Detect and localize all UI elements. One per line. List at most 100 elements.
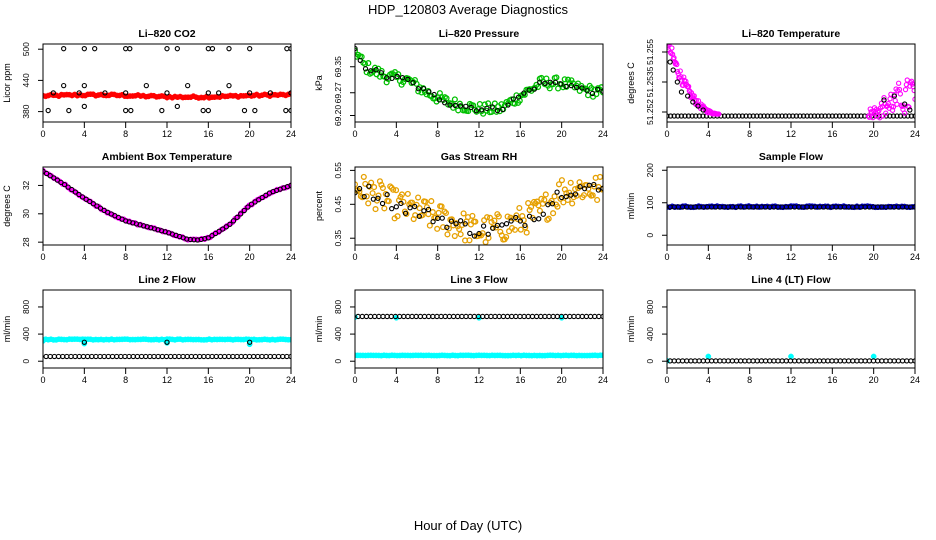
- data-point: [420, 86, 427, 92]
- data-point: [738, 358, 744, 364]
- data-point: [779, 113, 785, 119]
- data-point: [209, 46, 216, 52]
- data-point: [895, 80, 902, 86]
- data-point: [513, 214, 519, 221]
- x-tick-label: 0: [352, 375, 357, 385]
- data-point: [705, 353, 712, 360]
- data-point: [596, 313, 602, 320]
- data-point: [667, 59, 673, 65]
- data-point: [393, 187, 400, 194]
- data-point: [61, 46, 67, 52]
- data-point: [584, 92, 592, 99]
- data-point: [468, 104, 474, 111]
- data-point: [205, 90, 211, 96]
- data-point: [870, 358, 877, 364]
- data-point: [457, 231, 464, 238]
- data-point: [55, 353, 62, 360]
- data-point: [554, 203, 561, 210]
- data-point: [517, 218, 523, 224]
- data-point: [503, 234, 510, 241]
- data-point: [54, 177, 61, 183]
- series-average: [355, 45, 603, 114]
- data-point: [695, 103, 701, 109]
- x-tick-label: 20: [245, 129, 255, 139]
- data-point: [597, 173, 603, 180]
- data-point: [126, 353, 132, 360]
- y-tick-label: 51.2535: [645, 66, 655, 97]
- plot-marks: [43, 167, 291, 243]
- data-point: [413, 313, 419, 320]
- data-point: [201, 353, 207, 360]
- data-point: [389, 206, 395, 212]
- panel-1: Li–820 CO2 Licor ppm 0 4 8 12 16 20 24 380 440 500: [2, 28, 296, 139]
- data-point: [447, 102, 453, 108]
- data-point: [81, 103, 87, 110]
- data-point: [409, 313, 415, 320]
- data-point: [426, 313, 432, 320]
- data-point: [811, 113, 818, 119]
- y-axis-label: percent: [314, 190, 324, 221]
- data-point: [754, 113, 760, 119]
- data-point: [725, 113, 731, 119]
- y-axis-label: ml/min: [2, 316, 12, 343]
- data-point: [908, 78, 915, 84]
- data-point: [545, 215, 552, 222]
- data-point: [684, 358, 690, 364]
- series-mid: [50, 82, 291, 96]
- data-point: [837, 358, 843, 364]
- panel-title: Li–820 Pressure: [439, 28, 520, 40]
- data-point: [164, 90, 170, 96]
- data-point: [804, 358, 810, 364]
- x-tick-label: 4: [706, 375, 711, 385]
- series-average: [43, 168, 291, 243]
- data-point: [669, 45, 675, 51]
- data-point: [563, 190, 570, 197]
- data-point: [854, 358, 860, 364]
- x-tick-label: 20: [557, 129, 567, 139]
- panel-title: Ambient Box Temperature: [102, 151, 233, 163]
- data-point: [558, 81, 564, 87]
- data-point: [858, 113, 864, 119]
- data-point: [550, 313, 556, 320]
- data-point: [45, 107, 51, 114]
- data-point: [821, 358, 827, 364]
- x-tick-label: 8: [747, 129, 752, 139]
- data-point: [51, 175, 57, 181]
- data-point: [675, 358, 682, 364]
- data-point: [400, 198, 407, 205]
- x-tick-label: 12: [474, 129, 484, 139]
- data-point: [128, 107, 134, 114]
- data-point: [87, 198, 93, 205]
- data-point: [874, 358, 881, 364]
- y-tick-label: 32: [21, 180, 31, 190]
- data-point: [552, 79, 559, 86]
- data-point: [704, 358, 711, 364]
- data-point: [180, 353, 186, 360]
- data-point: [147, 353, 153, 360]
- data-point: [380, 313, 386, 320]
- data-point: [69, 186, 75, 193]
- data-point: [671, 113, 677, 119]
- data-point: [902, 101, 908, 107]
- data-point: [542, 80, 548, 86]
- series-upper: [81, 339, 253, 345]
- data-point: [688, 358, 694, 364]
- data-point: [768, 113, 774, 119]
- data-point: [905, 113, 911, 119]
- data-point: [81, 82, 87, 89]
- data-point: [911, 87, 915, 94]
- data-point: [674, 61, 680, 68]
- data-point: [764, 113, 771, 119]
- data-point: [143, 82, 149, 89]
- data-point: [733, 358, 740, 364]
- data-point: [716, 111, 722, 117]
- x-tick-label: 16: [515, 252, 525, 262]
- data-point: [555, 181, 563, 188]
- data-point: [467, 230, 473, 237]
- data-point: [451, 96, 458, 103]
- data-point: [579, 313, 585, 320]
- data-point: [434, 313, 440, 320]
- data-point: [284, 46, 290, 52]
- panel-9: Line 4 (LT) Flow ml/min 0 4 8 12 16 20 24 0 400 800: [626, 274, 920, 385]
